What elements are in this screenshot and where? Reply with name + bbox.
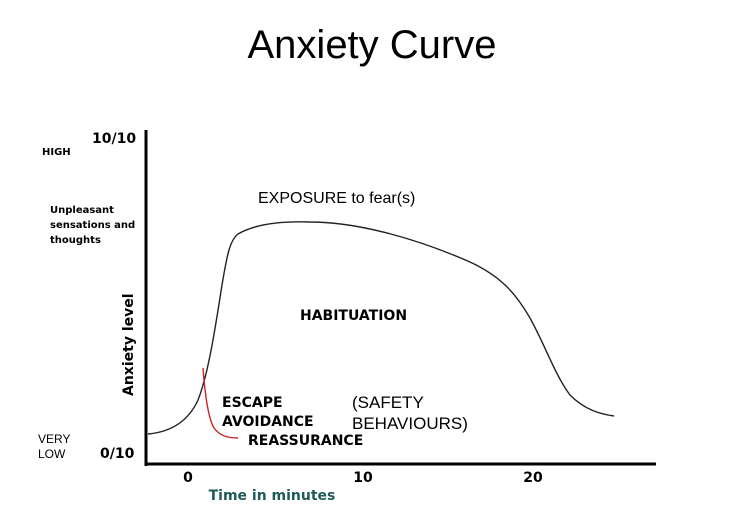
avoidance-annotation: AVOIDANCE bbox=[222, 414, 314, 430]
anxiety-curve bbox=[147, 221, 615, 435]
high-label: HIGH bbox=[42, 147, 71, 158]
page-title: Anxiety Curve bbox=[248, 23, 497, 67]
low-label: LOW bbox=[38, 447, 66, 461]
very-label: VERY bbox=[38, 432, 70, 446]
x-tick-10: 10 bbox=[353, 470, 373, 486]
escape-annotation: ESCAPE bbox=[222, 395, 283, 411]
x-tick-20: 20 bbox=[523, 470, 543, 486]
y-tick-top: 10/10 bbox=[92, 131, 136, 147]
exposure-annotation: EXPOSURE to fear(s) bbox=[258, 190, 415, 207]
habituation-annotation: HABITUATION bbox=[300, 308, 407, 324]
safety-annotation-line2: BEHAVIOURS) bbox=[352, 414, 468, 433]
unpleasant-label-line1: Unpleasant bbox=[50, 205, 114, 216]
reassurance-annotation: REASSURANCE bbox=[248, 433, 363, 449]
x-tick-0: 0 bbox=[183, 470, 193, 486]
unpleasant-label-line2: sensations and bbox=[50, 220, 135, 231]
y-axis-label: Anxiety level bbox=[121, 293, 137, 396]
y-tick-bottom: 0/10 bbox=[100, 446, 135, 462]
x-axis-label: Time in minutes bbox=[209, 488, 336, 504]
unpleasant-label-line3: thoughts bbox=[50, 235, 101, 246]
escape-curve bbox=[202, 367, 239, 439]
safety-annotation-line1: (SAFETY bbox=[352, 393, 424, 412]
